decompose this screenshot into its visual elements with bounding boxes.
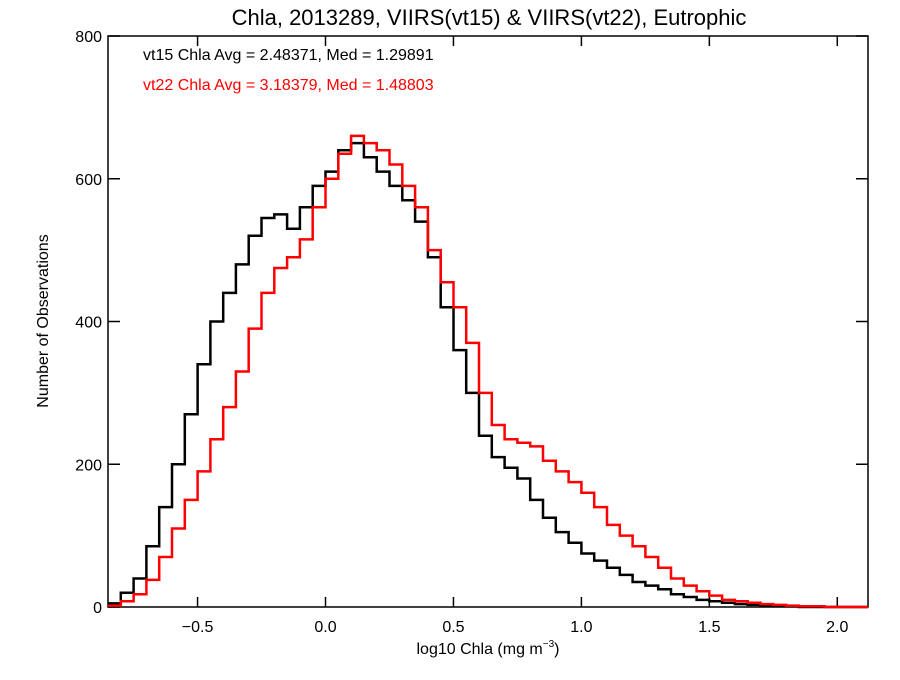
annotation-vt15: vt15 Chla Avg = 2.48371, Med = 1.29891	[143, 47, 434, 64]
y-tick-label: 800	[75, 29, 102, 46]
x-axis-label: log10 Chla (mg m−3)	[416, 639, 559, 658]
x-tick-label: 0.5	[442, 619, 464, 636]
series-vt22-histogram	[108, 134, 868, 609]
x-tick-label: 2.0	[826, 619, 848, 636]
x-tick-label: −0.5	[182, 619, 214, 636]
x-tick-label: 1.0	[570, 619, 592, 636]
x-axis-label-text: log10 Chla (mg m	[416, 641, 542, 658]
series-vt15-histogram	[108, 141, 868, 609]
y-tick-label: 600	[75, 172, 102, 189]
chart-title: Chla, 2013289, VIIRS(vt15) & VIIRS(vt22)…	[232, 5, 747, 30]
x-axis-label-close: )	[554, 641, 559, 658]
y-axis-ticks: 0 200 400 600 800	[75, 29, 868, 617]
y-tick-label: 200	[75, 457, 102, 474]
x-axis-label-superscript: −3	[543, 639, 555, 650]
x-tick-label: 0.0	[314, 619, 336, 636]
series-layer	[108, 134, 868, 609]
x-axis-ticks: −0.5 0.0 0.5 1.0 1.5 2.0	[182, 36, 849, 636]
y-tick-label: 0	[93, 600, 102, 617]
y-tick-label: 400	[75, 315, 102, 332]
y-axis-label: Number of Observations	[35, 234, 52, 407]
x-tick-label: 1.5	[698, 619, 720, 636]
annotation-vt22: vt22 Chla Avg = 3.18379, Med = 1.48803	[143, 77, 434, 94]
